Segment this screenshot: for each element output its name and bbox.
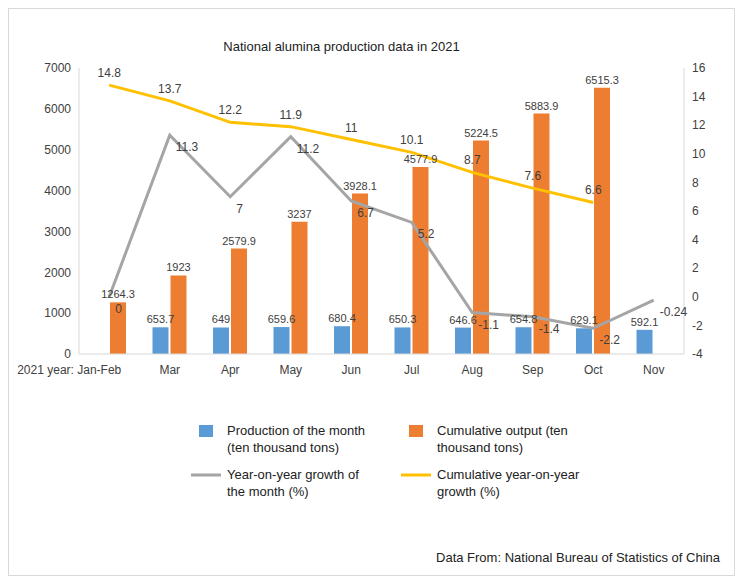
svg-text:5.2: 5.2 <box>418 227 435 241</box>
svg-text:10: 10 <box>692 147 706 161</box>
svg-text:4: 4 <box>692 233 699 247</box>
svg-text:10.1: 10.1 <box>400 133 424 147</box>
svg-text:0: 0 <box>64 347 71 361</box>
svg-text:13.7: 13.7 <box>158 82 182 96</box>
svg-text:Oct: Oct <box>584 363 603 377</box>
svg-text:Mar: Mar <box>159 363 180 377</box>
svg-text:4000: 4000 <box>44 184 71 198</box>
svg-text:8.7: 8.7 <box>464 153 481 167</box>
svg-text:2579.9: 2579.9 <box>222 235 256 247</box>
svg-text:6.6: 6.6 <box>585 183 602 197</box>
svg-text:-0.24: -0.24 <box>660 305 688 319</box>
svg-text:592.1: 592.1 <box>631 316 659 328</box>
svg-text:Aug: Aug <box>462 363 483 377</box>
svg-text:653.7: 653.7 <box>147 313 175 325</box>
svg-text:3000: 3000 <box>44 225 71 239</box>
svg-text:Jun: Jun <box>342 363 361 377</box>
svg-text:649: 649 <box>212 313 230 325</box>
svg-text:11.2: 11.2 <box>297 142 320 156</box>
svg-text:650.3: 650.3 <box>389 313 417 325</box>
svg-text:5224.5: 5224.5 <box>464 127 498 139</box>
svg-text:5883.9: 5883.9 <box>525 100 559 112</box>
svg-text:-1.1: -1.1 <box>478 318 499 332</box>
svg-text:0: 0 <box>692 290 699 304</box>
svg-text:629.1: 629.1 <box>570 314 598 326</box>
svg-text:1264.3: 1264.3 <box>101 288 135 300</box>
svg-text:7: 7 <box>236 202 243 216</box>
svg-text:12.2: 12.2 <box>219 103 243 117</box>
html-text:Cumulative year-on-year growth: Cumulative year-on-year growth (%) <box>437 467 580 499</box>
svg-text:Nov: Nov <box>643 363 664 377</box>
svg-text:6000: 6000 <box>44 102 71 116</box>
svg-text:6.7: 6.7 <box>357 206 374 220</box>
svg-text:7.6: 7.6 <box>524 169 541 183</box>
svg-text:14.8: 14.8 <box>98 66 122 80</box>
svg-text:11: 11 <box>345 121 358 135</box>
svg-text:-2.2: -2.2 <box>599 333 620 347</box>
svg-text:1000: 1000 <box>44 306 71 320</box>
svg-text:1923: 1923 <box>166 261 190 273</box>
svg-text:16: 16 <box>692 61 706 75</box>
svg-text:2021 year: Jan-Feb: 2021 year: Jan-Feb <box>17 363 121 377</box>
html-text:Data From: National Bureau of: Data From: National Bureau of Statistics… <box>436 550 720 565</box>
svg-text:4577.9: 4577.9 <box>404 153 438 165</box>
svg-text:6: 6 <box>692 204 699 218</box>
svg-text:646.6: 646.6 <box>449 314 477 326</box>
svg-text:2: 2 <box>692 261 699 275</box>
html-text:Cumulative output (ten thousan: Cumulative output (ten thousand tons) <box>437 423 568 455</box>
svg-text:May: May <box>279 363 302 377</box>
svg-text:-2: -2 <box>692 319 703 333</box>
svg-text:-1.4: -1.4 <box>539 322 560 336</box>
svg-text:7000: 7000 <box>44 61 71 75</box>
svg-text:654.8: 654.8 <box>510 313 538 325</box>
svg-text:11.9: 11.9 <box>280 108 303 122</box>
svg-text:-4: -4 <box>692 347 703 361</box>
svg-text:6515.3: 6515.3 <box>585 74 619 86</box>
svg-text:3237: 3237 <box>287 208 311 220</box>
svg-text:8: 8 <box>692 176 699 190</box>
svg-text:11.3: 11.3 <box>176 140 199 154</box>
svg-text:659.6: 659.6 <box>268 313 296 325</box>
html-text:Year-on-year growth of the mon: Year-on-year growth of the month (%) <box>227 467 359 499</box>
svg-text:12: 12 <box>692 118 706 132</box>
svg-text:Jul: Jul <box>404 363 419 377</box>
svg-text:Sep: Sep <box>522 363 544 377</box>
html-text:Production of the month (ten t: Production of the month (ten thousand to… <box>227 423 365 455</box>
svg-text:14: 14 <box>692 90 706 104</box>
svg-text:Apr: Apr <box>221 363 240 377</box>
html-text:National alumina production da: National alumina production data in 2021 <box>223 39 460 54</box>
svg-text:5000: 5000 <box>44 143 71 157</box>
svg-text:0: 0 <box>115 302 122 316</box>
svg-text:2000: 2000 <box>44 266 71 280</box>
svg-text:680.4: 680.4 <box>328 312 356 324</box>
svg-text:3928.1: 3928.1 <box>343 180 377 192</box>
